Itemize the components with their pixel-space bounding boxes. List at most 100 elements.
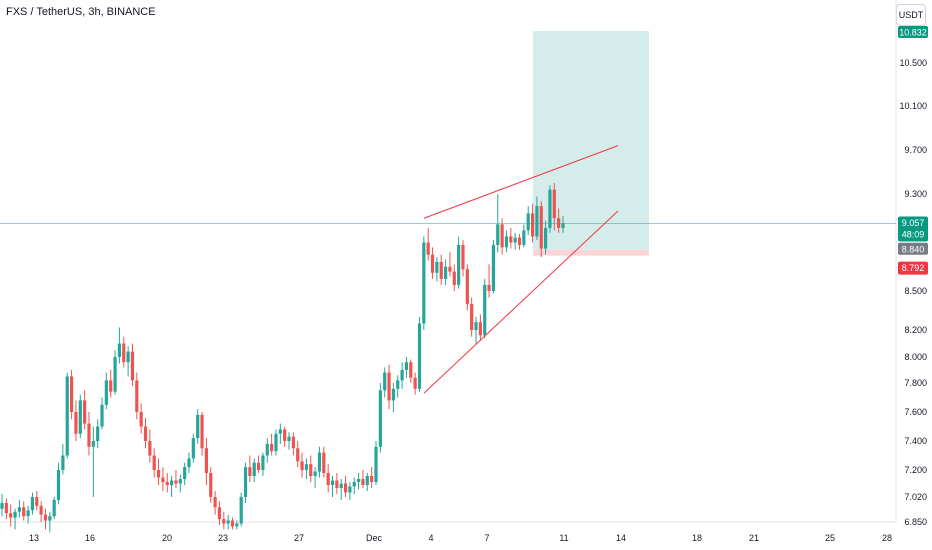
candle [500,218,504,255]
candle-body [483,284,487,336]
candle-body [452,271,456,285]
candle [217,501,222,525]
candle [348,482,352,500]
price-tag-label: 10.832 [899,28,927,38]
candle [148,429,152,463]
candle-body [339,483,343,488]
candle [26,505,30,524]
candle-body [4,502,8,514]
candle [378,383,382,453]
candle-body [148,441,152,456]
candle [352,477,356,494]
candle-body [139,412,143,427]
candle-body [300,461,304,470]
candle-body [457,244,461,285]
candle [409,359,413,383]
candle [239,492,243,527]
candle-body [544,227,548,249]
price-tick-label: 7.800 [904,378,927,388]
candle [252,458,256,482]
candle-body [13,511,17,518]
candle [13,508,17,530]
time-tick-label: 11 [559,533,568,543]
candle-body [78,400,82,434]
candle-body [357,479,361,482]
candle [30,492,35,515]
candle-body [196,414,200,439]
candle-body [130,351,135,381]
wedge-pattern [423,145,619,394]
candle-body [509,236,513,243]
candle-body [278,429,282,434]
candle [304,458,309,479]
candle-body [213,497,217,508]
candle [143,417,148,449]
loss-zone [533,249,649,256]
candle-body [478,322,482,336]
candle [535,196,539,241]
candle [404,357,409,378]
candle [552,183,556,231]
candle-body [83,400,87,424]
candle [204,438,208,485]
candle [452,264,456,291]
candle-body [448,266,452,272]
candle-body [56,470,61,500]
candle-body [413,377,417,389]
candle-body [470,304,474,330]
time-tick-label: 21 [749,533,759,543]
price-tick-label: 7.020 [904,492,927,502]
candle-body [69,376,74,412]
candle-body [504,236,509,248]
candle [317,446,322,478]
candle-body [122,343,126,363]
entry-price-tag: 8.840 [898,242,928,255]
candle [413,372,417,395]
candle [213,491,217,515]
candle [100,397,104,430]
candle-body [291,436,295,449]
candle-body [187,458,191,468]
price-tick-label: 10.500 [899,58,927,68]
time-tick-label: 14 [616,533,626,543]
candle [461,240,465,277]
candle [56,462,61,505]
candle-body [91,441,95,447]
candle-body [443,266,448,279]
candle-body [435,261,439,273]
candle [544,220,548,255]
price-axis: 10.500 10.100 9.700 9.300 8.500 8.200 8.000 7.8… [899,58,927,527]
candle [4,498,8,520]
candle-body [226,520,230,524]
candle-body [396,380,400,389]
candle [448,252,452,277]
candle [478,314,482,341]
candle [209,467,213,503]
candle [161,467,165,491]
candle [139,403,143,434]
candle [283,426,287,447]
candle [178,474,182,493]
price-tick-label: 7.200 [904,465,927,475]
candle-body [326,473,330,485]
candle [426,227,430,261]
candle [439,254,443,285]
candle [52,497,56,520]
candle-body [513,237,517,243]
candle-body [174,480,178,484]
candle [361,470,365,488]
candle [457,236,461,289]
candle-body [526,213,530,231]
price-tag-label: 8.792 [902,263,925,273]
candle [235,520,239,530]
candle [470,297,474,337]
candle-body [343,483,348,493]
candle-body [109,380,113,392]
candle [230,517,235,530]
candle [474,317,478,344]
candle-body [274,433,278,452]
wedge-upper-line [423,145,619,219]
candle-body [200,414,204,449]
